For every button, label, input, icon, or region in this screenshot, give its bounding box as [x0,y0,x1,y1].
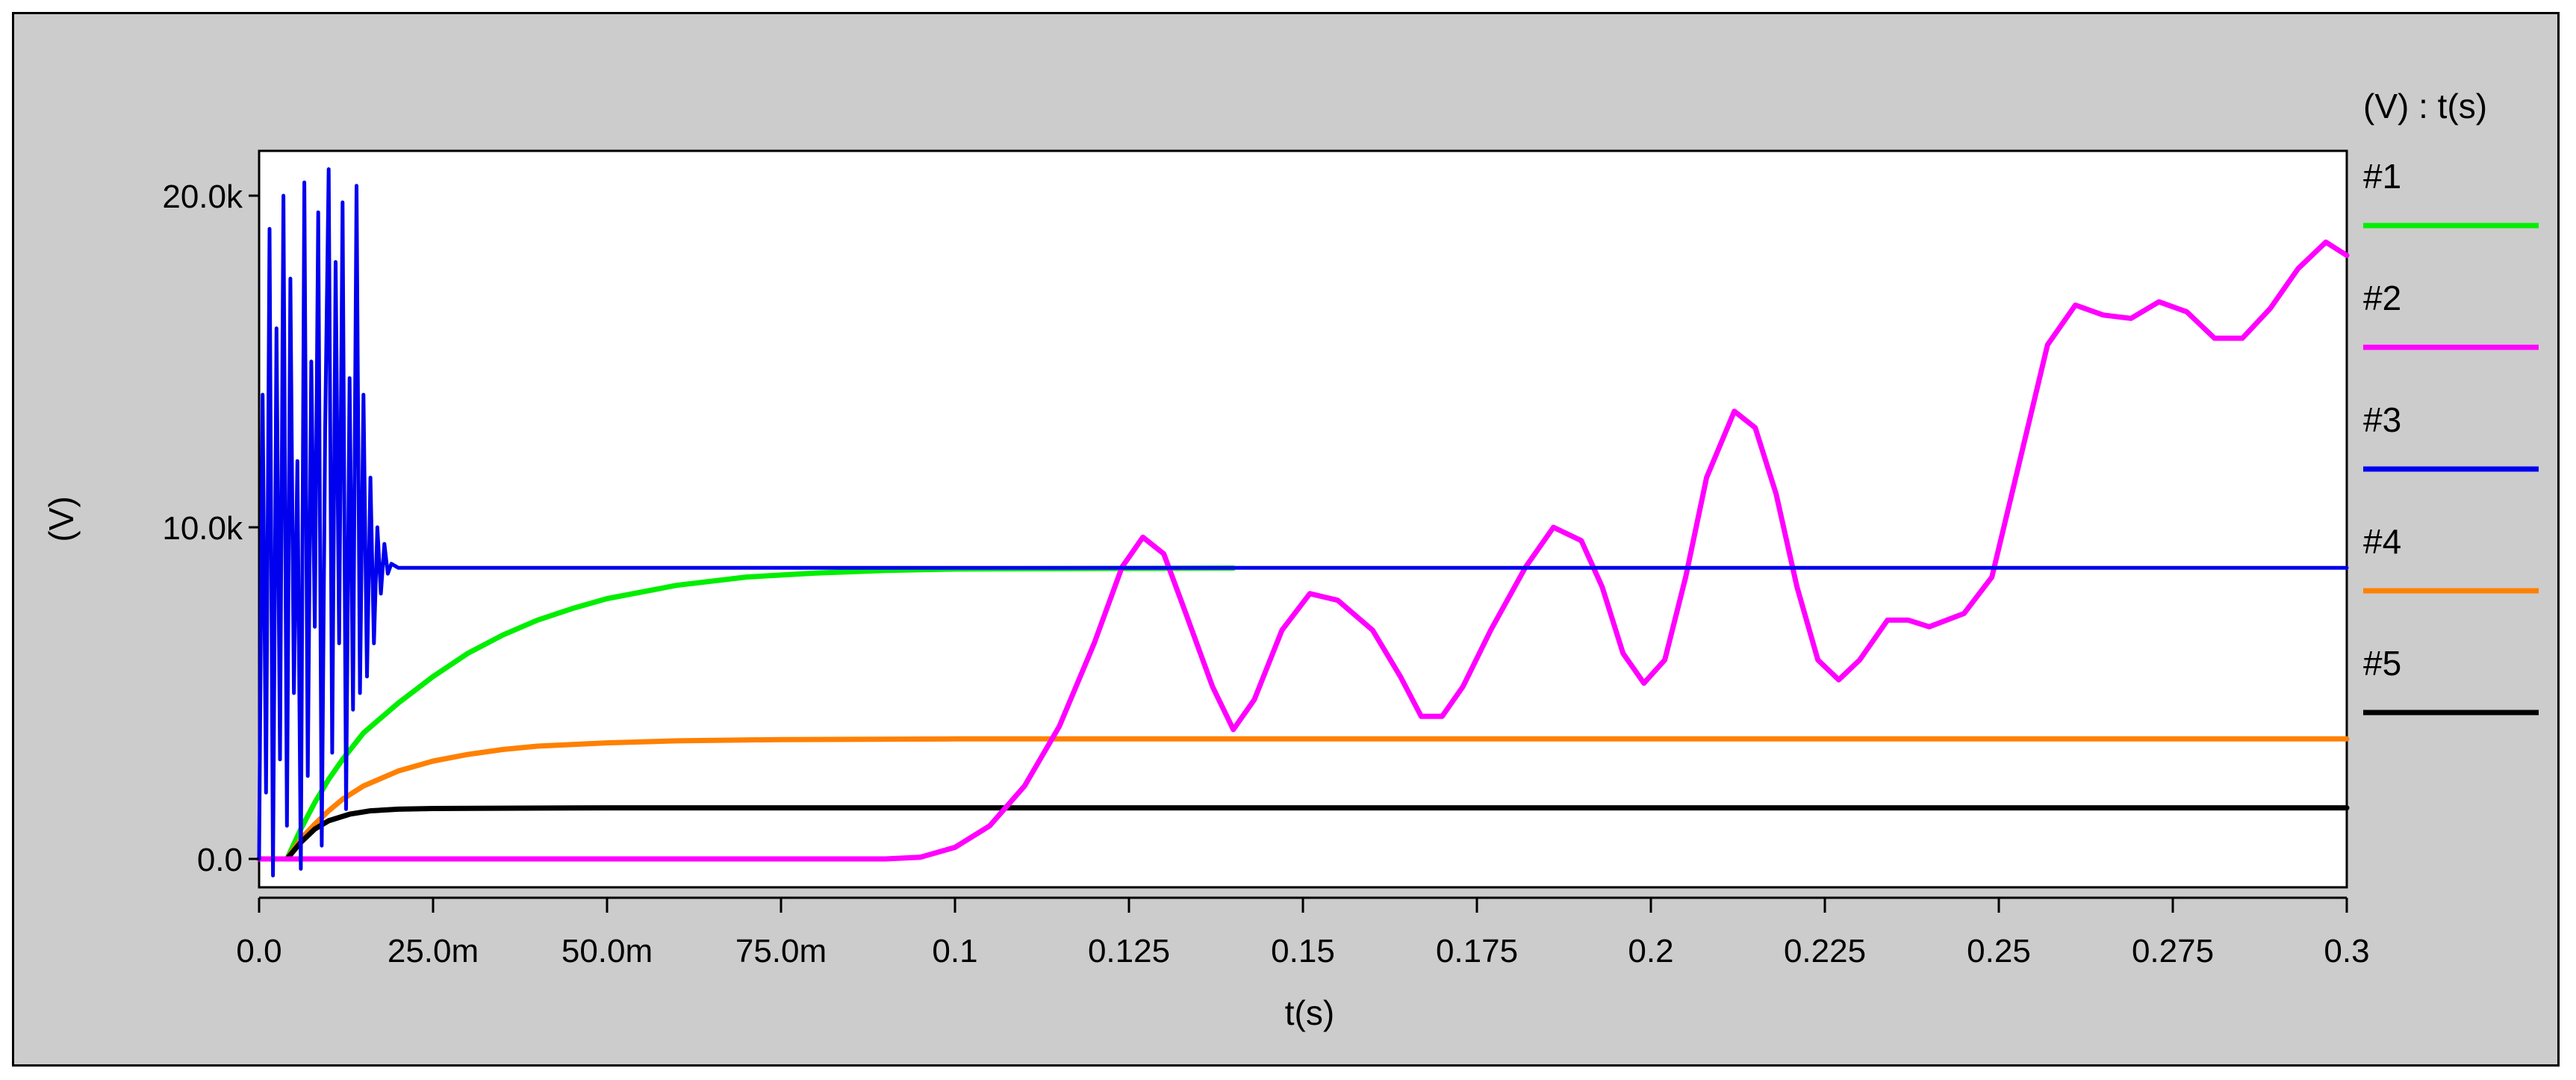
y-tick-label: 10.0k [162,510,243,547]
x-tick-label: 50.0m [561,933,653,969]
x-tick-label: 0.225 [1784,933,1866,969]
series-line-1 [284,565,1236,862]
x-axis: 0.0 25.0m 50.0m 75.0m 0.1 0.125 0.15 0.175 0.2 0.… [236,896,2370,969]
legend-label: #5 [2363,644,2401,683]
legend: #1 #2 #3 #4 #5 [2363,157,2539,716]
y-tick-label: 0.0 [197,842,243,878]
x-tick-label: 0.25 [1967,933,2031,969]
y-axis: 0.0 10.0k 20.0k [162,179,259,878]
y-axis-title: (V) [42,496,81,541]
legend-label: #1 [2363,157,2401,196]
x-tick-label: 0.275 [2132,933,2214,969]
x-tick-label: 0.1 [932,933,977,969]
x-tick-label: 75.0m [735,933,827,969]
series-line-2 [256,239,2350,862]
y-tick-label: 20.0k [162,179,243,215]
series-line-3 [257,167,2349,878]
x-tick-label: 0.3 [2324,933,2369,969]
legend-label: #3 [2363,400,2401,439]
x-tick-label: 0.125 [1088,933,1170,969]
legend-label: #4 [2363,522,2401,561]
x-tick-label: 0.0 [236,933,281,969]
x-tick-label: 25.0m [388,933,479,969]
legend-title: (V) : t(s) [2363,87,2487,125]
series-layer [256,167,2350,878]
legend-label: #2 [2363,279,2401,317]
x-tick-label: 0.2 [1628,933,1673,969]
x-axis-title: t(s) [1285,993,1334,1032]
x-tick-label: 0.175 [1436,933,1518,969]
plot-area [258,149,2348,889]
x-tick-label: 0.15 [1271,933,1335,969]
series-line-4 [284,736,2350,862]
